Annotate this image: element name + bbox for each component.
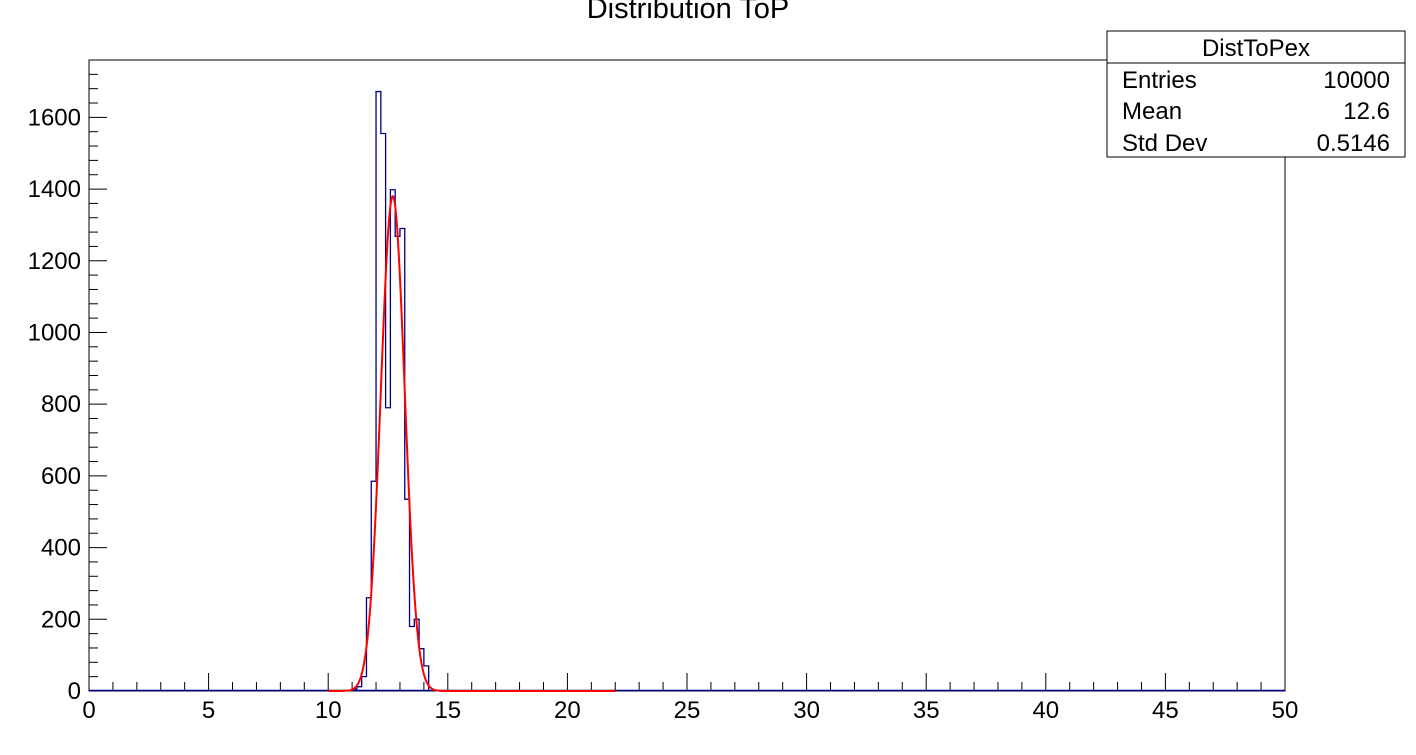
- x-tick-label: 40: [1032, 697, 1059, 724]
- y-tick-label: 200: [41, 606, 81, 633]
- stats-box: DistToPex Entries 10000 Mean 12.6 Std De…: [1106, 30, 1406, 158]
- stats-stddev-label: Std Dev: [1122, 130, 1207, 157]
- histogram-bin: [410, 626, 415, 691]
- y-tick-label: 0: [68, 678, 81, 705]
- histogram-bin: [386, 408, 391, 691]
- x-tick-label: 30: [793, 697, 820, 724]
- x-tick-label: 45: [1152, 697, 1179, 724]
- stats-entries-value: 10000: [1323, 67, 1390, 94]
- y-tick-label: 1200: [28, 248, 81, 275]
- stats-entries-label: Entries: [1122, 67, 1197, 94]
- x-tick-label: 10: [315, 697, 342, 724]
- x-axis: 0 5 10 15 20 25 30 35 40 45 50: [82, 673, 1298, 724]
- y-tick-label: 1600: [28, 104, 81, 131]
- histogram-bin: [390, 190, 395, 691]
- stats-box-name: DistToPex: [1202, 35, 1310, 62]
- histogram-bars: [89, 90, 1285, 692]
- plot-area-border: [88, 59, 1286, 692]
- y-tick-label: 600: [41, 463, 81, 490]
- plot-frame: [88, 59, 1286, 692]
- x-tick-label: 50: [1272, 697, 1299, 724]
- x-tick-label: 35: [913, 697, 940, 724]
- y-tick-label: 1000: [28, 319, 81, 346]
- histogram-outline: [351, 90, 430, 691]
- histogram-bin: [405, 499, 410, 691]
- x-tick-label: 25: [674, 697, 701, 724]
- x-tick-label: 20: [554, 697, 581, 724]
- x-tick-label: 0: [82, 697, 95, 724]
- stats-stddev-value: 0.5146: [1317, 130, 1390, 157]
- y-tick-label: 800: [41, 391, 81, 418]
- x-tick-label: 5: [202, 697, 215, 724]
- stats-mean-label: Mean: [1122, 98, 1182, 125]
- fit-curve: [328, 194, 616, 692]
- stats-mean-value: 12.6: [1343, 98, 1390, 125]
- x-tick-label: 15: [434, 697, 461, 724]
- histogram-bin: [395, 236, 400, 691]
- stats-box-frame: [1106, 30, 1406, 158]
- chart-title: Distribution ToP: [587, 0, 790, 25]
- histogram-bin: [381, 133, 386, 691]
- histogram-bin: [362, 677, 367, 691]
- y-axis: 0 200 400 600 800 1000 1200 1400 1600: [28, 59, 107, 705]
- y-tick-label: 1400: [28, 176, 81, 203]
- gaussian-fit: [328, 194, 616, 692]
- y-tick-label: 400: [41, 535, 81, 562]
